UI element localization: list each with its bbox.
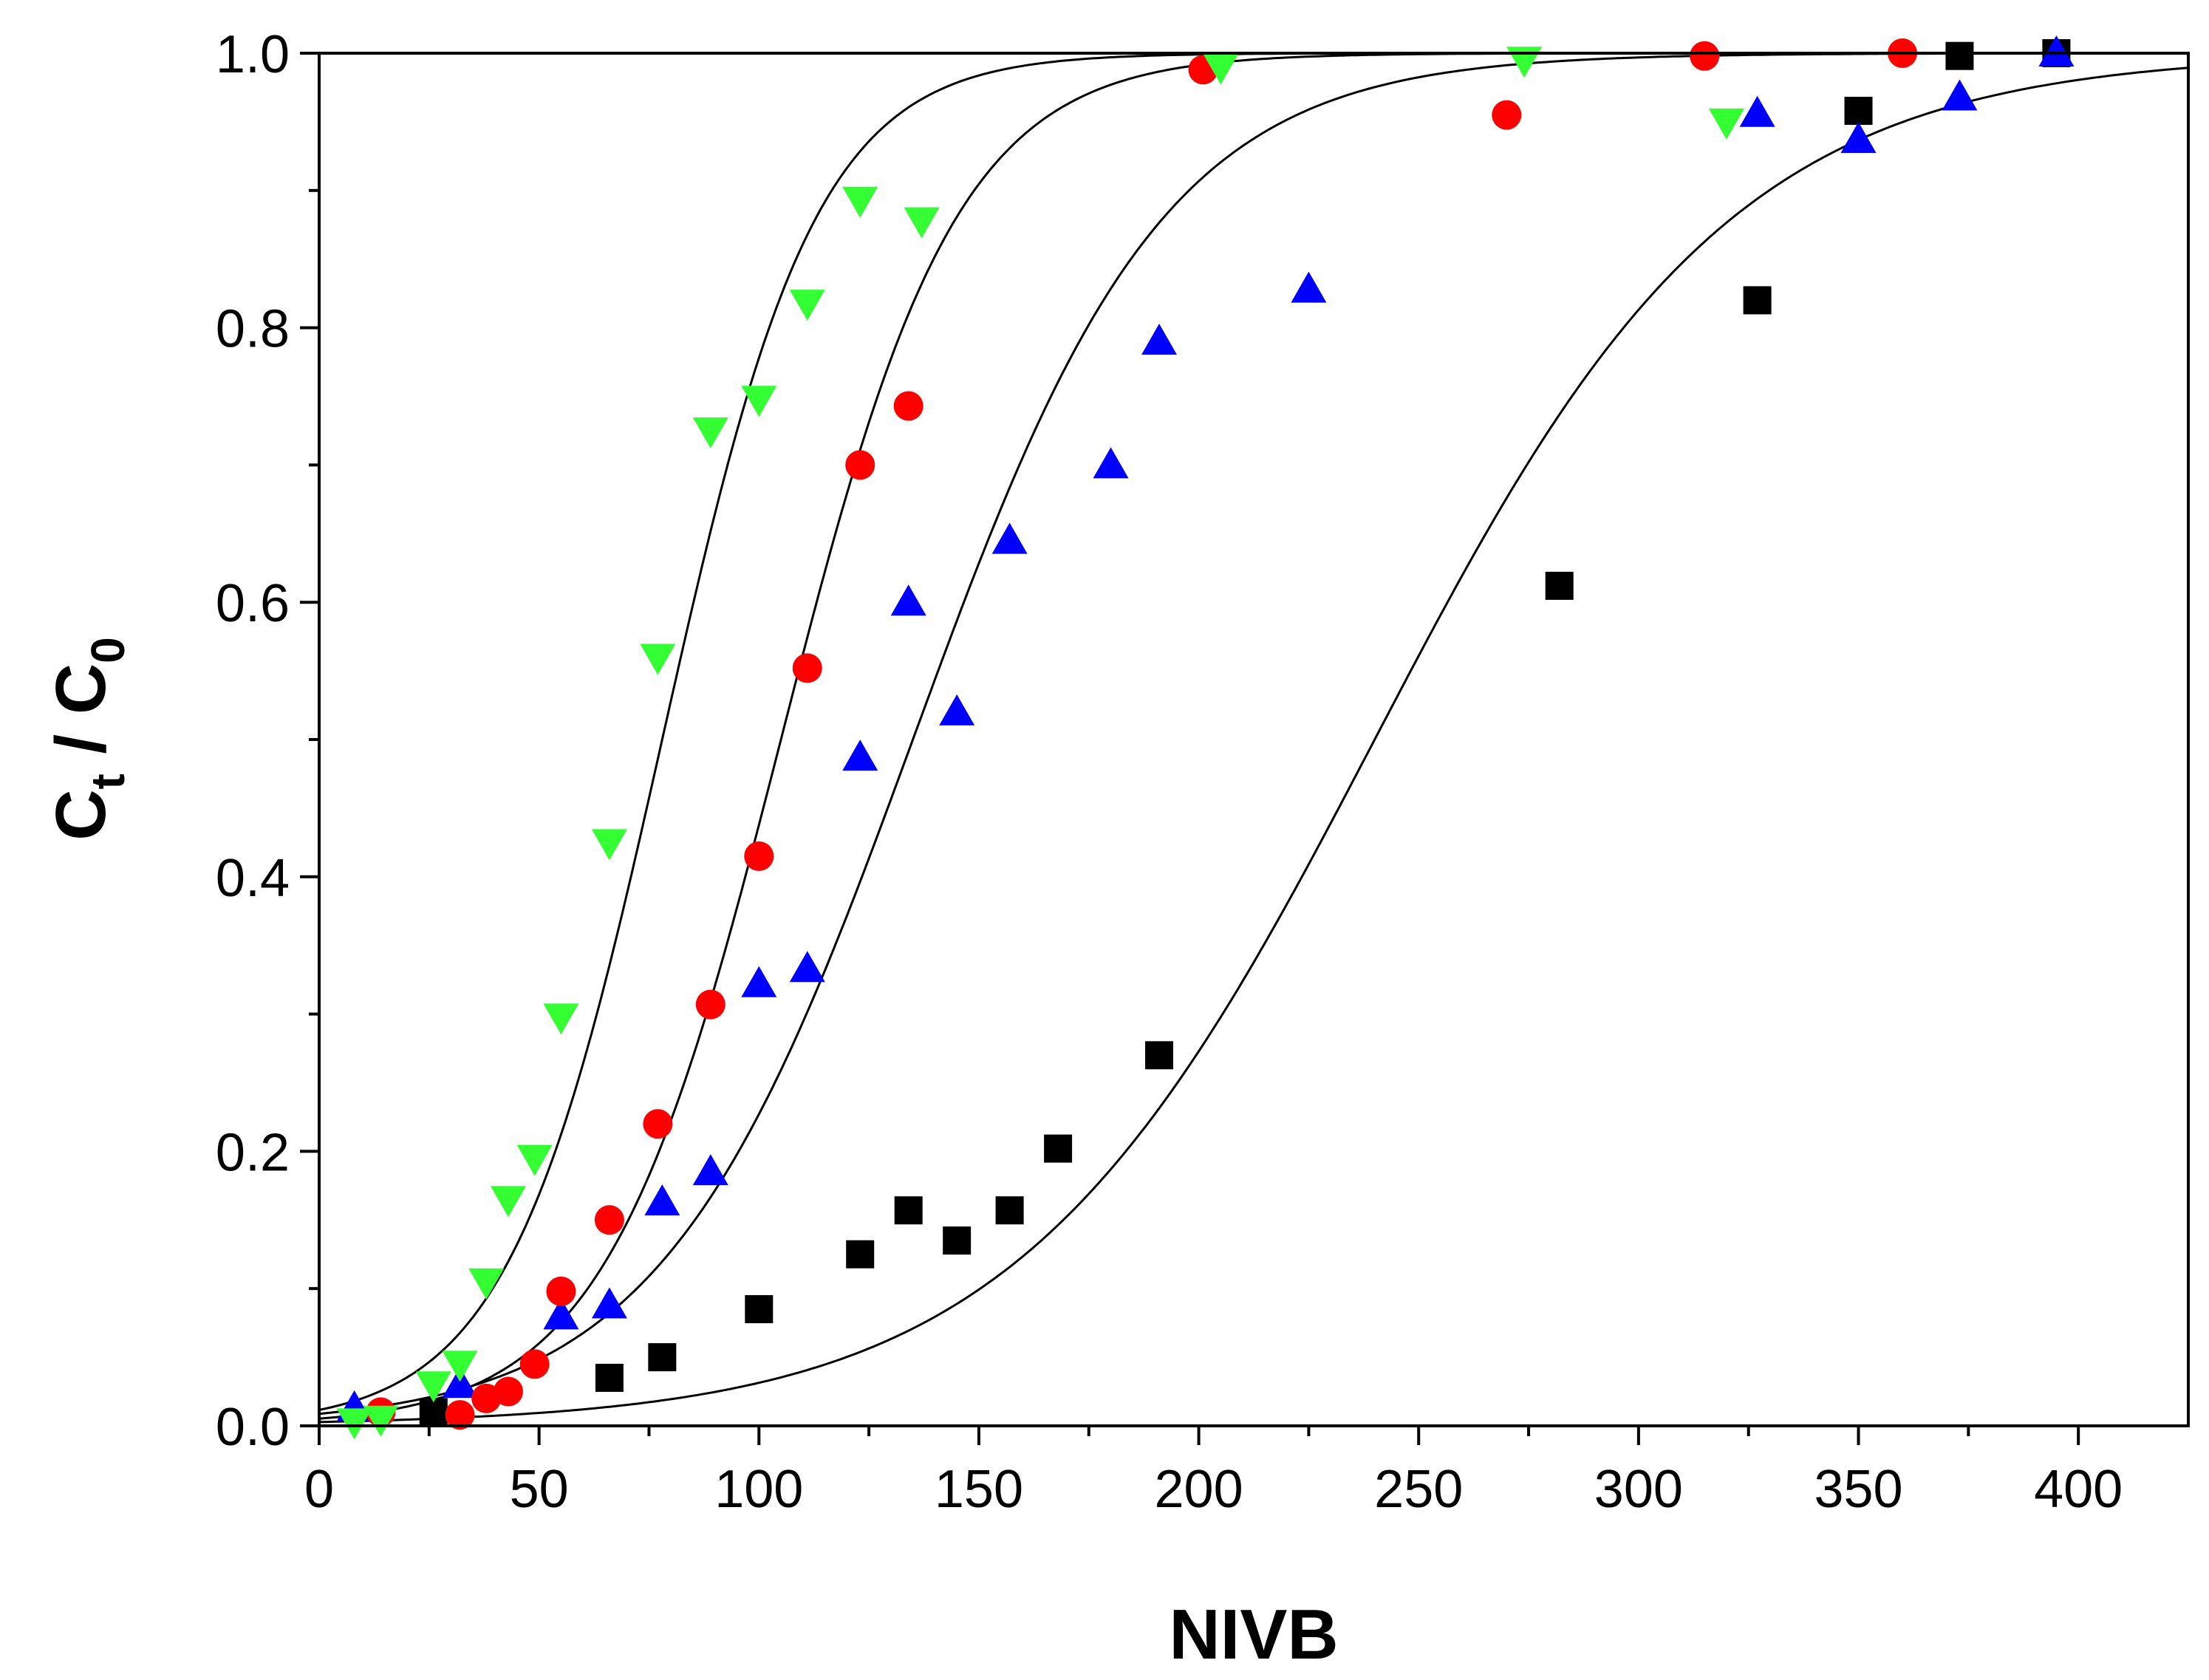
blue-triangles-point [1141,324,1178,355]
black-squares-point [745,1295,774,1324]
blue-triangles-point [442,1367,478,1399]
x-tick-label: 50 [510,1460,569,1519]
green-triangles-point [468,1268,505,1300]
blue-triangles-point [741,966,777,997]
green-triangles-point [842,186,878,218]
green-triangles-point [442,1351,478,1382]
red-circles-point [893,391,923,421]
x-axis-ticks: 0 50 100 150 200 250 300 350 400 [304,1426,2123,1519]
blue-triangles-point [890,584,926,616]
green-triangles-point [543,1003,579,1035]
black-squares-point [595,1363,624,1392]
blue-triangles-point [789,951,825,983]
blue-triangles-point [591,1287,627,1319]
red-circles-point [744,841,774,871]
green-triangles-point [640,643,676,675]
x-tick-label: 0 [304,1460,334,1519]
y-tick-label: 0.0 [216,1398,290,1457]
y-axis-title-sub1: t [81,774,134,789]
black-squares-fit-curve [318,66,2189,1424]
green-triangles-point [789,290,825,321]
y-axis-title-sep: / C [41,663,120,774]
red-circles-point [1492,100,1522,130]
y-tick-label: 1.0 [216,25,290,84]
green-triangles-point [741,386,777,417]
green-triangles-point [591,829,627,861]
blue-triangles-point [543,1298,579,1330]
y-axis-title-sub2: 0 [81,637,134,663]
x-tick-label: 350 [1814,1460,1902,1519]
black-squares-point [943,1226,972,1255]
x-axis-title: NIVB [1169,1595,1338,1674]
green-triangles-point [415,1371,451,1403]
black-squares-point [1844,97,1873,126]
red-circles-point [792,653,822,683]
x-tick-label: 300 [1594,1460,1683,1519]
blue-triangles-point [991,522,1028,554]
x-tick-label: 150 [935,1460,1023,1519]
blue-triangles-point [1291,271,1327,303]
red-circles-point [493,1376,523,1407]
blue-triangles-point [1942,79,1978,111]
green-triangles-point [516,1144,553,1176]
green-triangles-point [363,1405,399,1437]
red-circles-point [519,1349,550,1379]
green-triangles-point [336,1408,372,1440]
red-circles-point [695,989,725,1020]
y-tick-label: 0.2 [216,1123,290,1182]
blue-triangles-point [692,1154,728,1186]
blue-triangles-point [1840,122,1877,154]
red-circles-point [845,450,875,480]
green-triangles-point [692,417,728,448]
green-triangles-point [490,1186,526,1218]
black-squares-point [846,1240,875,1268]
y-axis-title: Ct / C0 [41,637,134,841]
black-squares-point [894,1196,923,1225]
blue-triangles-point [644,1184,680,1216]
blue-triangles-point [2038,35,2075,66]
green-triangles-point [1708,108,1744,140]
blue-triangles-point [1093,447,1129,479]
green-triangles-point [904,207,940,239]
black-squares-point [1945,41,1974,70]
y-axis-title-main: C [41,789,120,840]
blue-triangles-point [842,740,878,771]
black-squares-point [648,1343,677,1372]
green-triangles-point [1203,53,1239,85]
black-squares-point [995,1196,1024,1225]
red-circles-point [1690,41,1720,71]
x-tick-label: 100 [714,1460,803,1519]
y-tick-label: 0.4 [216,849,290,908]
blue-triangles-point [939,694,975,725]
red-circles-point [643,1109,673,1139]
red-circles-point [594,1205,624,1235]
x-tick-label: 400 [2034,1460,2123,1519]
black-squares-point [1743,286,1772,315]
y-axis-ticks: 0.0 0.2 0.4 0.6 0.8 1.0 [216,25,319,1457]
y-tick-label: 0.6 [216,574,290,633]
blue-triangles-point [1739,95,1775,127]
black-squares-point [419,1398,448,1427]
red-circles-point [546,1276,576,1306]
black-squares-point [1145,1041,1174,1070]
y-tick-label: 0.8 [216,300,290,359]
x-tick-label: 200 [1155,1460,1243,1519]
red-circles-point [445,1400,475,1430]
black-squares-point [1545,571,1574,600]
x-tick-label: 250 [1374,1460,1463,1519]
black-squares-point [1044,1134,1073,1163]
